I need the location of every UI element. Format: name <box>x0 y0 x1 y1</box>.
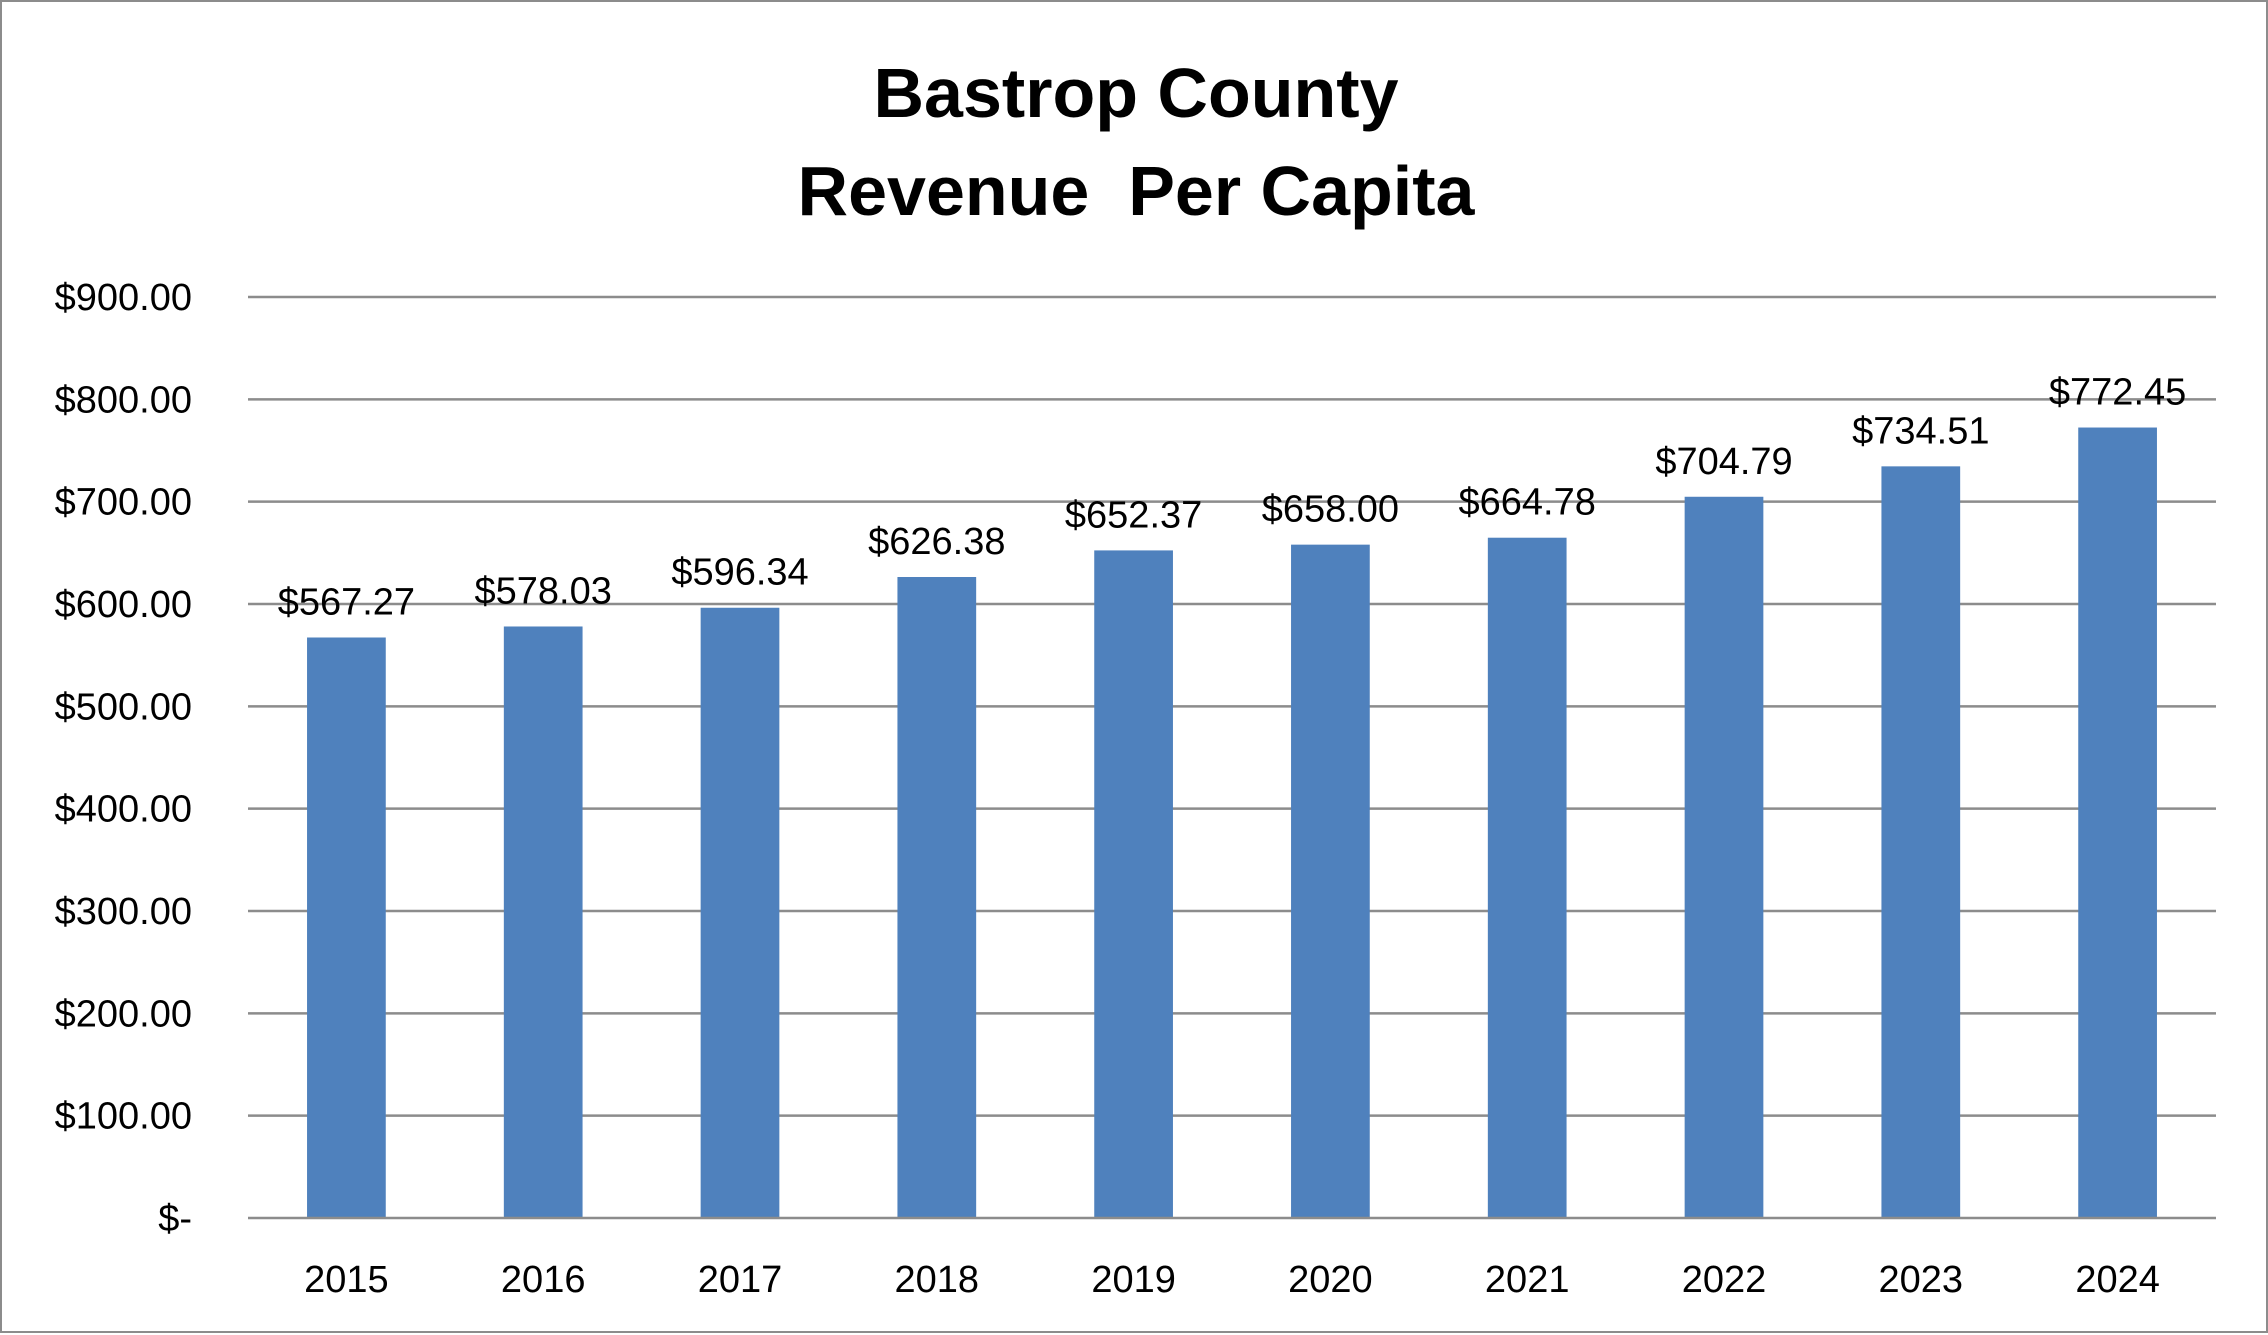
data-label-2023: $734.51 <box>1852 410 1989 452</box>
y-tick-label: $600.00 <box>55 584 192 626</box>
bar-2022 <box>1684 496 1764 1218</box>
bar-2019 <box>1094 550 1173 1218</box>
bar-2023 <box>1881 466 1961 1218</box>
data-label-2017: $596.34 <box>671 552 808 594</box>
chart-title-line-2: Revenue Per Capita <box>798 152 1476 230</box>
data-labels: $567.27 $578.03 $596.34 $626.38 $652.37 $658.… <box>278 372 2187 624</box>
y-tick-label: $- <box>158 1198 192 1240</box>
bars <box>307 427 2157 1219</box>
bar-2021 <box>1487 537 1567 1218</box>
chart-title-line-1: Bastrop County <box>874 54 1399 132</box>
x-tick-label: 2020 <box>1288 1259 1373 1301</box>
y-tick-label: $700.00 <box>55 482 192 524</box>
x-axis-tick-labels: 2015 2016 2017 2018 2019 2020 2021 2022 2023 2024 <box>304 1259 2160 1301</box>
bar-2017 <box>700 607 780 1218</box>
y-tick-label: $100.00 <box>55 1096 192 1138</box>
x-tick-label: 2024 <box>2075 1259 2160 1301</box>
x-tick-label: 2021 <box>1485 1259 1570 1301</box>
x-tick-label: 2017 <box>698 1259 783 1301</box>
bar-2024 <box>2078 427 2157 1219</box>
y-tick-label: $400.00 <box>55 789 192 831</box>
data-label-2022: $704.79 <box>1655 441 1792 483</box>
x-tick-label: 2023 <box>1879 1259 1964 1301</box>
bar-2016 <box>503 626 583 1218</box>
chart-title: Bastrop County Revenue Per Capita <box>798 54 1476 230</box>
data-label-2020: $658.00 <box>1262 489 1399 531</box>
y-axis-tick-labels: $- $100.00 $200.00 $300.00 $400.00 $500.00 $60… <box>55 277 192 1240</box>
y-tick-label: $800.00 <box>55 379 192 421</box>
data-label-2024: $772.45 <box>2049 372 2186 414</box>
data-label-2019: $652.37 <box>1065 494 1202 536</box>
data-label-2021: $664.78 <box>1459 482 1596 524</box>
x-tick-label: 2016 <box>501 1259 586 1301</box>
bar-2020 <box>1291 544 1370 1218</box>
x-tick-label: 2019 <box>1091 1259 1176 1301</box>
data-label-2015: $567.27 <box>278 581 415 623</box>
bar-2015 <box>307 637 386 1218</box>
data-label-2018: $626.38 <box>868 521 1005 563</box>
y-tick-label: $900.00 <box>55 277 192 319</box>
x-tick-label: 2015 <box>304 1259 389 1301</box>
bar-2018 <box>897 577 977 1218</box>
y-tick-label: $200.00 <box>55 993 192 1035</box>
data-label-2016: $578.03 <box>475 570 612 612</box>
y-tick-label: $300.00 <box>55 891 192 933</box>
y-tick-label: $500.00 <box>55 686 192 728</box>
x-tick-label: 2022 <box>1682 1259 1767 1301</box>
x-tick-label: 2018 <box>895 1259 980 1301</box>
